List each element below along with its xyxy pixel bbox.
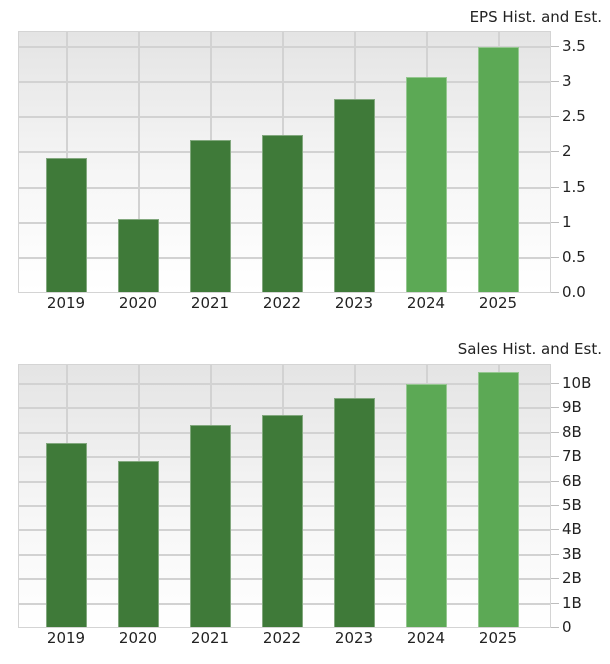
sales-y-tick-label: 3B [562, 544, 582, 563]
sales-bar-2025[interactable] [477, 371, 519, 627]
eps-y-tick [551, 292, 559, 293]
eps-y-tick [551, 116, 559, 118]
sales-x-tick-label: 2022 [262, 629, 302, 647]
eps-x-tick-label: 2024 [406, 294, 446, 312]
eps-gridline-h [19, 81, 550, 84]
sales-bar-2019[interactable] [45, 443, 87, 627]
eps-bar-2024[interactable] [405, 76, 447, 292]
eps-x-tick-label: 2021 [190, 294, 230, 312]
eps-bar-2023[interactable] [333, 98, 375, 292]
sales-bar-2021[interactable] [189, 425, 231, 627]
sales-x-tick-label: 2025 [478, 629, 518, 647]
sales-y-tick-label: 6B [562, 471, 582, 490]
sales-y-tick [551, 505, 559, 506]
eps-y-tick [551, 81, 559, 83]
sales-y-tick-label: 8B [562, 422, 582, 441]
eps-y-tick-label: 3.5 [562, 36, 586, 55]
eps-y-tick [551, 256, 559, 258]
eps-y-tick-label: 0.5 [562, 247, 586, 266]
sales-y-tick-label: 7B [562, 447, 582, 466]
eps-y-tick [551, 45, 559, 47]
eps-gridline-h [19, 116, 550, 119]
sales-y-tick-label: 0 [562, 618, 572, 636]
sales-x-tick-label: 2024 [406, 629, 446, 647]
eps-x-tick-label: 2022 [262, 294, 302, 312]
sales-x-tick-label: 2023 [334, 629, 374, 647]
eps-y-tick-label: 0.0 [562, 283, 586, 301]
eps-gridline-v [138, 32, 140, 292]
eps-gridline-h [19, 45, 550, 48]
sales-bar-2020[interactable] [117, 461, 159, 627]
eps-y-tick-label: 2 [562, 142, 572, 161]
sales-bar-2024[interactable] [405, 383, 447, 627]
sales-gridline-h [19, 383, 550, 385]
sales-gridline-h [19, 407, 550, 410]
sales-y-tick [551, 529, 559, 531]
sales-y-tick [551, 431, 559, 433]
sales-y-tick [551, 627, 559, 628]
sales-bar-2023[interactable] [333, 397, 375, 627]
sales-x-tick-label: 2020 [118, 629, 158, 647]
eps-x-tick-label: 2025 [478, 294, 518, 312]
eps-chart: EPS Hist. and Est. 0.0 0.5 1 1.5 2 2.5 3 3.5 201… [0, 0, 610, 320]
eps-y-tick-label: 1.5 [562, 177, 586, 196]
eps-chart-title: EPS Hist. and Est. [469, 8, 602, 26]
eps-y-tick [551, 221, 559, 223]
eps-bar-2021[interactable] [189, 140, 231, 292]
sales-y-tick-label: 2B [562, 569, 582, 588]
eps-x-tick-label: 2020 [118, 294, 158, 312]
eps-x-tick-label: 2023 [334, 294, 374, 312]
sales-chart-title: Sales Hist. and Est. [457, 340, 602, 358]
sales-y-tick-label: 9B [562, 398, 582, 417]
eps-x-tick-label: 2019 [46, 294, 86, 312]
eps-y-tick-label: 2.5 [562, 107, 586, 126]
sales-y-tick [551, 456, 559, 458]
eps-y-tick [551, 151, 559, 153]
sales-bar-2022[interactable] [261, 415, 303, 627]
eps-bar-2020[interactable] [117, 218, 159, 292]
eps-y-tick-label: 1 [562, 212, 572, 231]
sales-y-tick [551, 407, 559, 409]
sales-y-tick [551, 602, 559, 604]
sales-y-tick-label: 10B [562, 374, 592, 392]
sales-y-tick [551, 383, 559, 384]
sales-y-tick [551, 578, 559, 580]
eps-y-tick [551, 186, 559, 188]
eps-bar-2025[interactable] [477, 46, 519, 292]
eps-y-tick-label: 3 [562, 72, 572, 91]
sales-y-tick [551, 553, 559, 555]
sales-y-tick-label: 1B [562, 593, 582, 612]
sales-x-tick-label: 2021 [190, 629, 230, 647]
eps-bar-2019[interactable] [45, 158, 87, 292]
eps-bar-2022[interactable] [261, 134, 303, 292]
sales-y-tick-label: 4B [562, 520, 582, 539]
sales-y-tick-label: 5B [562, 496, 582, 514]
sales-x-tick-label: 2019 [46, 629, 86, 647]
sales-y-tick [551, 480, 559, 482]
